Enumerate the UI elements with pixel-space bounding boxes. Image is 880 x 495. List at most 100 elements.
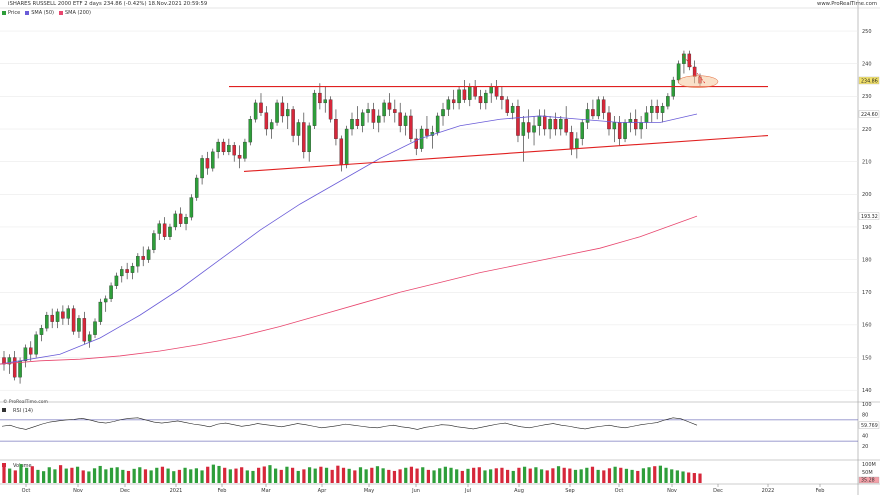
candle — [216, 141, 220, 153]
x-tick-label: Dec — [120, 488, 130, 494]
candle — [387, 102, 392, 110]
volume-bar — [307, 467, 312, 483]
last-price-label: 234.86 — [861, 78, 878, 84]
volume-bar — [296, 470, 300, 483]
volume-bar — [285, 466, 289, 483]
volume-bar — [375, 466, 380, 483]
volume-bar — [404, 467, 408, 483]
y-tick-label: 190 — [862, 225, 872, 231]
x-tick-label: Oct — [615, 488, 624, 494]
volume-bar — [494, 468, 498, 483]
candle — [87, 334, 92, 342]
legend-sma50[interactable]: SMA (50) — [25, 10, 54, 16]
candle — [548, 119, 552, 130]
volume-bar — [619, 467, 623, 483]
volume-bar — [443, 466, 447, 483]
volume-bar — [562, 467, 566, 483]
volume-bar — [155, 467, 159, 483]
candle — [312, 92, 317, 126]
candle — [655, 106, 659, 113]
x-tick-label: Feb — [816, 488, 825, 494]
volume-bar — [70, 467, 74, 483]
rsi-tick-label: 40 — [862, 434, 868, 440]
brand-link[interactable]: www.ProRealTime.com — [817, 1, 877, 7]
legend-price[interactable]: Price — [2, 10, 20, 16]
candle — [382, 102, 386, 117]
volume-bar — [460, 470, 464, 483]
candle — [296, 122, 301, 136]
candle — [682, 53, 686, 64]
candle — [205, 158, 210, 169]
volume-bar — [132, 468, 136, 483]
x-tick-label: Jul — [464, 488, 471, 494]
candle — [141, 256, 145, 260]
candle — [23, 347, 28, 361]
candle — [280, 102, 285, 117]
candle — [505, 99, 510, 113]
candle — [18, 360, 22, 378]
volume-bar — [687, 472, 691, 483]
sma50-value-label-box — [858, 110, 880, 118]
candle — [109, 285, 113, 299]
volume-bar — [251, 470, 255, 483]
volume-bar — [87, 471, 91, 483]
candle — [232, 145, 236, 156]
volume-bar — [500, 467, 504, 483]
volume-bar — [25, 467, 29, 483]
candle — [184, 217, 188, 224]
candle — [328, 99, 333, 120]
volume-bar — [92, 468, 97, 483]
candle — [623, 122, 627, 139]
candle — [227, 145, 231, 153]
volume-bar — [330, 469, 334, 483]
volume-bar — [13, 470, 17, 483]
candle — [468, 86, 472, 100]
rsi-legend[interactable]: RSI (14) — [2, 408, 33, 414]
candle — [532, 125, 536, 133]
volume-bar — [455, 469, 459, 483]
candle — [264, 112, 269, 130]
volume-bar — [358, 467, 363, 483]
volume-bar — [353, 470, 357, 483]
y-tick-label: 180 — [862, 257, 872, 263]
candle — [130, 265, 135, 273]
volume-tick-label: 100M — [862, 462, 876, 468]
candle — [178, 213, 183, 224]
volume-bar — [319, 466, 323, 483]
candle — [152, 233, 156, 250]
candle — [12, 357, 17, 378]
volume-bar — [138, 467, 142, 483]
legend-sma200[interactable]: SMA (200) — [58, 10, 91, 16]
volume-bar — [177, 469, 182, 483]
volume-bar — [517, 467, 521, 483]
volume-bar — [534, 467, 538, 483]
candle — [542, 115, 547, 130]
volume-bar — [200, 470, 204, 483]
rsi-line — [1, 417, 698, 430]
volume-bar — [466, 468, 470, 483]
volume-bar — [511, 470, 515, 483]
volume-bar — [398, 469, 402, 483]
volume-bar — [590, 466, 595, 483]
volume-bar — [653, 466, 657, 483]
volume-bar — [2, 466, 6, 483]
candle — [93, 321, 97, 335]
candle — [425, 128, 429, 136]
sma200-line — [0, 215, 698, 365]
candle — [55, 311, 60, 322]
volume-bar — [409, 466, 414, 483]
volume-bar — [556, 466, 561, 483]
volume-bar — [545, 470, 549, 483]
y-tick-label: 220 — [862, 127, 872, 133]
volume-bar — [75, 466, 80, 483]
volume-bar — [438, 468, 442, 483]
volume-bar — [8, 468, 12, 483]
volume-bar — [681, 471, 685, 483]
volume-bar — [522, 466, 527, 483]
candle — [607, 112, 611, 130]
volume-bar — [211, 464, 215, 483]
candle — [612, 122, 617, 130]
volume-bar — [477, 467, 481, 483]
rsi-value-box — [858, 421, 880, 429]
